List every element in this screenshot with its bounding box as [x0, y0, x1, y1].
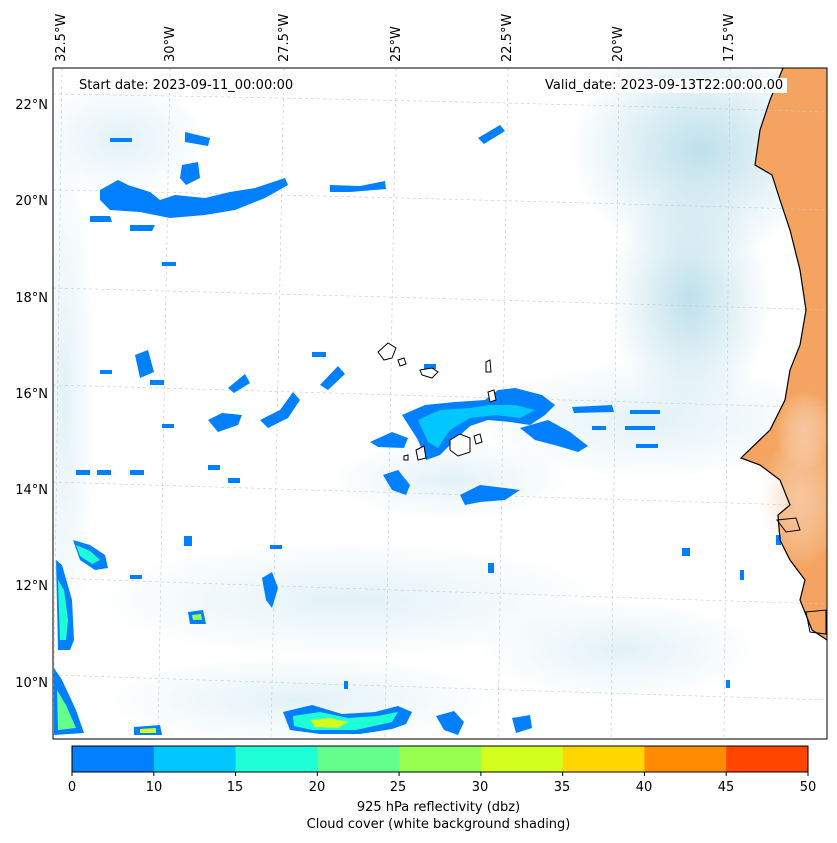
colorbar-tick-label: 45 [717, 780, 735, 795]
colorbar-swatch [562, 746, 645, 772]
colorbar-swatch [235, 746, 318, 772]
start-date-label: Start date: 2023-09-11_00:00:00 [75, 78, 298, 93]
lat-label: 22°N [15, 98, 48, 113]
lat-label: 18°N [15, 291, 48, 306]
lon-label: 17.5°W [722, 13, 737, 62]
colorbar-frame [71, 745, 809, 773]
lat-label: 12°N [15, 579, 48, 594]
colorbar-tick-label: 0 [67, 780, 77, 795]
colorbar-swatch [153, 746, 237, 772]
lon-label: 25°W [389, 26, 404, 62]
lat-label: 16°N [15, 387, 48, 402]
colorbar-tick-label: 10 [145, 780, 163, 795]
lat-label: 14°N [15, 483, 48, 498]
lon-label: 27.5°W [277, 13, 292, 62]
reflectivity-patches [54, 125, 781, 735]
colorbar-tick-label: 50 [799, 780, 817, 795]
lon-label: 20°W [611, 26, 626, 62]
colorbar-tick-label: 30 [471, 780, 489, 795]
colorbar-sublabel: Cloud cover (white background shading) [306, 817, 571, 832]
lon-label: 22.5°W [500, 13, 515, 62]
lat-label: 10°N [15, 676, 48, 691]
colorbar-swatch [399, 746, 482, 772]
map-frame [52, 67, 828, 740]
graticule-lines [53, 68, 827, 739]
cape-verde-islands [377, 342, 497, 461]
lon-label: 32.5°W [54, 13, 69, 62]
lon-label: 30°W [163, 26, 178, 62]
colorbar-swatch [72, 746, 155, 772]
colorbar-tick-label: 25 [389, 780, 407, 795]
colorbar [71, 745, 809, 776]
colorbar-swatch [644, 746, 727, 772]
colorbar-swatch [726, 746, 809, 772]
colorbar-tick-label: 15 [226, 780, 244, 795]
valid-date-label: Valid_date: 2023-09-13T22:00:00.00 [541, 78, 788, 93]
lat-label: 20°N [15, 194, 48, 209]
land-mass [741, 68, 827, 640]
colorbar-tick-label: 40 [635, 780, 653, 795]
colorbar-tick-label: 20 [308, 780, 326, 795]
colorbar-swatch [480, 746, 564, 772]
colorbar-swatch [317, 746, 400, 772]
colorbar-label: 925 hPa reflectivity (dbz) [356, 800, 521, 815]
colorbar-tick-label: 35 [553, 780, 571, 795]
coastline [739, 68, 827, 641]
cloud-cover-shading [53, 68, 827, 739]
